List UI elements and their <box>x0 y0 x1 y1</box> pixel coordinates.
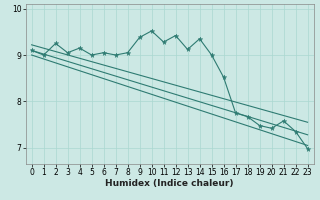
X-axis label: Humidex (Indice chaleur): Humidex (Indice chaleur) <box>105 179 234 188</box>
